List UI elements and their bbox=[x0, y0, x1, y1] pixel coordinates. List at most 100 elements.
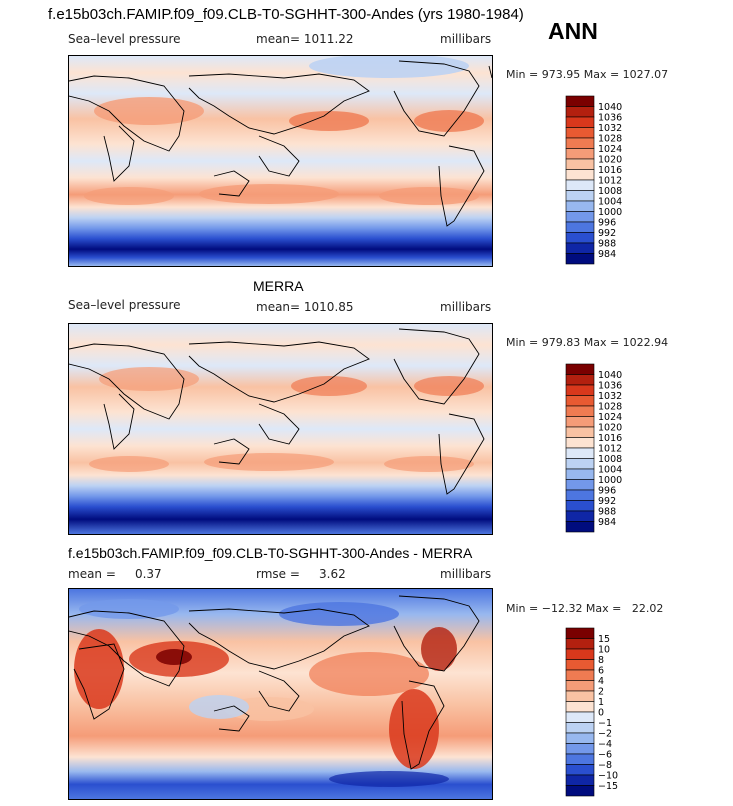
panel1-units: millibars bbox=[440, 32, 492, 46]
colorbar-tick-label: 2 bbox=[598, 687, 604, 698]
panel3-title: f.e15b03ch.FAMIP.f09_f09.CLB-T0-SGHHT-30… bbox=[68, 545, 473, 561]
colorbar-swatch bbox=[565, 447, 595, 459]
colorbar-swatch bbox=[565, 242, 595, 254]
colorbar-tick-label: 1016 bbox=[598, 433, 622, 444]
panel1-colorbar-graphic: 1040103610321028102410201016101210081004… bbox=[565, 95, 622, 265]
colorbar-tick-label: 10 bbox=[598, 645, 610, 656]
colorbar-swatch bbox=[565, 190, 595, 202]
top-title: f.e15b03ch.FAMIP.f09_f09.CLB-T0-SGHHT-30… bbox=[48, 6, 524, 23]
panel2-title: MERRA bbox=[253, 278, 304, 294]
colorbar-tick-label: 6 bbox=[598, 666, 604, 677]
colorbar-swatch bbox=[565, 638, 595, 650]
colorbar-tick-label: 1040 bbox=[598, 102, 622, 113]
colorbar-swatch bbox=[565, 137, 595, 149]
panel1-minmax: Min = 973.95 Max = 1027.07 bbox=[506, 68, 669, 81]
panel3-map bbox=[68, 588, 493, 800]
colorbar-tick-label: 984 bbox=[598, 517, 616, 528]
colorbar-swatch bbox=[565, 722, 595, 734]
colorbar-tick-label: 1024 bbox=[598, 144, 622, 155]
colorbar-swatch bbox=[565, 521, 595, 533]
colorbar-tick-label: 992 bbox=[598, 228, 616, 239]
panel2-colorbar-graphic: 1040103610321028102410201016101210081004… bbox=[565, 363, 622, 533]
colorbar-swatch bbox=[565, 363, 595, 375]
colorbar-swatch bbox=[565, 680, 595, 692]
colorbar-tick-label: 992 bbox=[598, 496, 616, 507]
colorbar-swatch bbox=[565, 426, 595, 438]
colorbar-swatch bbox=[565, 384, 595, 396]
colorbar-swatch bbox=[565, 106, 595, 118]
colorbar-swatch bbox=[565, 648, 595, 660]
colorbar-tick-label: 1020 bbox=[598, 155, 622, 166]
colorbar-tick-label: 1032 bbox=[598, 123, 622, 134]
colorbar-tick-label: 4 bbox=[598, 676, 604, 687]
colorbar-swatch bbox=[565, 200, 595, 212]
colorbar-tick-label: 1028 bbox=[598, 134, 622, 145]
colorbar-tick-label: 8 bbox=[598, 655, 604, 666]
colorbar-tick-label: 996 bbox=[598, 218, 616, 229]
colorbar-tick-label: 1012 bbox=[598, 176, 622, 187]
colorbar-tick-label: 1024 bbox=[598, 412, 622, 423]
colorbar-swatch bbox=[565, 169, 595, 181]
colorbar-swatch bbox=[565, 253, 595, 265]
colorbar-tick-label: −1 bbox=[598, 718, 612, 729]
colorbar-tick-label: 1 bbox=[598, 697, 604, 708]
colorbar-swatch bbox=[565, 764, 595, 776]
colorbar-tick-label: 1004 bbox=[598, 465, 622, 476]
colorbar-swatch bbox=[565, 95, 595, 107]
colorbar-tick-label: 1000 bbox=[598, 207, 622, 218]
colorbar-tick-label: 1020 bbox=[598, 423, 622, 434]
panel1-colorbar: 1040 1036 1032 1028 1024 1020 1016 1012 1008 1004… bbox=[565, 95, 636, 266]
colorbar-swatch bbox=[565, 510, 595, 522]
colorbar-swatch bbox=[565, 711, 595, 723]
colorbar-tick-label: −8 bbox=[598, 760, 612, 771]
colorbar-tick-label: −15 bbox=[598, 781, 618, 792]
colorbar-tick-label: −6 bbox=[598, 750, 612, 761]
colorbar-swatch bbox=[565, 395, 595, 407]
colorbar-swatch bbox=[565, 458, 595, 470]
panel2-colorbar: 1040 1036 1032 1028 1024 1020 1016 1012 1008 1004… bbox=[565, 363, 636, 534]
season-label: ANN bbox=[548, 18, 598, 44]
colorbar-swatch bbox=[565, 659, 595, 671]
colorbar-swatch bbox=[565, 774, 595, 786]
colorbar-swatch bbox=[565, 468, 595, 480]
colorbar-swatch bbox=[565, 753, 595, 765]
colorbar-tick-label: 1028 bbox=[598, 402, 622, 413]
colorbar-tick-label: −2 bbox=[598, 729, 612, 740]
colorbar-tick-label: 1012 bbox=[598, 444, 622, 455]
colorbar-tick-label: 1040 bbox=[598, 370, 622, 381]
panel3-minmax: Min = −12.32 Max = 22.02 bbox=[506, 602, 664, 615]
panel3-mean: mean = 0.37 bbox=[68, 567, 162, 581]
panel2-variable: Sea–level pressure bbox=[68, 298, 181, 312]
colorbar-swatch bbox=[565, 785, 595, 797]
colorbar-tick-label: 0 bbox=[598, 708, 604, 719]
colorbar-swatch bbox=[565, 732, 595, 744]
panel1-map bbox=[68, 55, 493, 267]
colorbar-tick-label: 1036 bbox=[598, 381, 622, 392]
colorbar-tick-label: 15 bbox=[598, 634, 610, 645]
colorbar-swatch bbox=[565, 211, 595, 223]
colorbar-swatch bbox=[565, 489, 595, 501]
panel2-units: millibars bbox=[440, 300, 492, 314]
colorbar-swatch bbox=[565, 743, 595, 755]
colorbar-tick-label: 984 bbox=[598, 249, 616, 260]
colorbar-tick-label: 1036 bbox=[598, 113, 622, 124]
colorbar-swatch bbox=[565, 701, 595, 713]
colorbar-swatch bbox=[565, 500, 595, 512]
colorbar-swatch bbox=[565, 127, 595, 139]
panel2-map bbox=[68, 323, 493, 535]
colorbar-swatch bbox=[565, 148, 595, 160]
colorbar-swatch bbox=[565, 374, 595, 386]
colorbar-tick-label: 1032 bbox=[598, 391, 622, 402]
colorbar-tick-label: 1016 bbox=[598, 165, 622, 176]
panel2-mean: mean= 1010.85 bbox=[256, 300, 354, 314]
colorbar-swatch bbox=[565, 179, 595, 191]
colorbar-swatch bbox=[565, 437, 595, 449]
colorbar-swatch bbox=[565, 416, 595, 428]
colorbar-swatch bbox=[565, 221, 595, 233]
colorbar-swatch bbox=[565, 669, 595, 681]
colorbar-swatch bbox=[565, 158, 595, 170]
colorbar-tick-label: −4 bbox=[598, 739, 612, 750]
panel2-minmax: Min = 979.83 Max = 1022.94 bbox=[506, 336, 669, 349]
panel3-units: millibars bbox=[440, 567, 492, 581]
